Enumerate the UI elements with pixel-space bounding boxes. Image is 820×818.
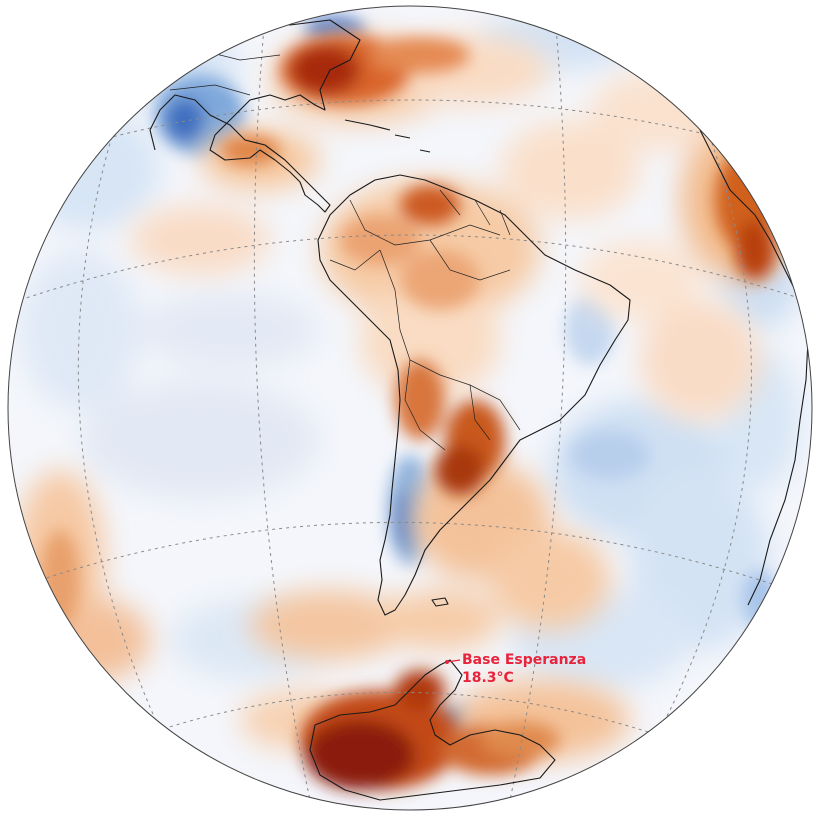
annotation-leader-line: [446, 659, 461, 663]
caribbean-coast: [344, 119, 431, 153]
station-temperature-label: 18.3°C: [462, 670, 514, 686]
station-marker: [445, 660, 449, 664]
station-annotation: Base Esperanza 18.3°C: [445, 652, 586, 686]
antarctic-peninsula-coast: [309, 659, 556, 801]
graticule: [19, 14, 806, 801]
falklands-coast: [431, 597, 449, 607]
south-america-coast: [317, 174, 631, 616]
globe: [8, 6, 812, 810]
coastlines: [149, 9, 809, 801]
station-name-label: Base Esperanza: [462, 652, 586, 668]
north-america-coast: [149, 9, 361, 213]
globe-rim: [7, 5, 813, 811]
